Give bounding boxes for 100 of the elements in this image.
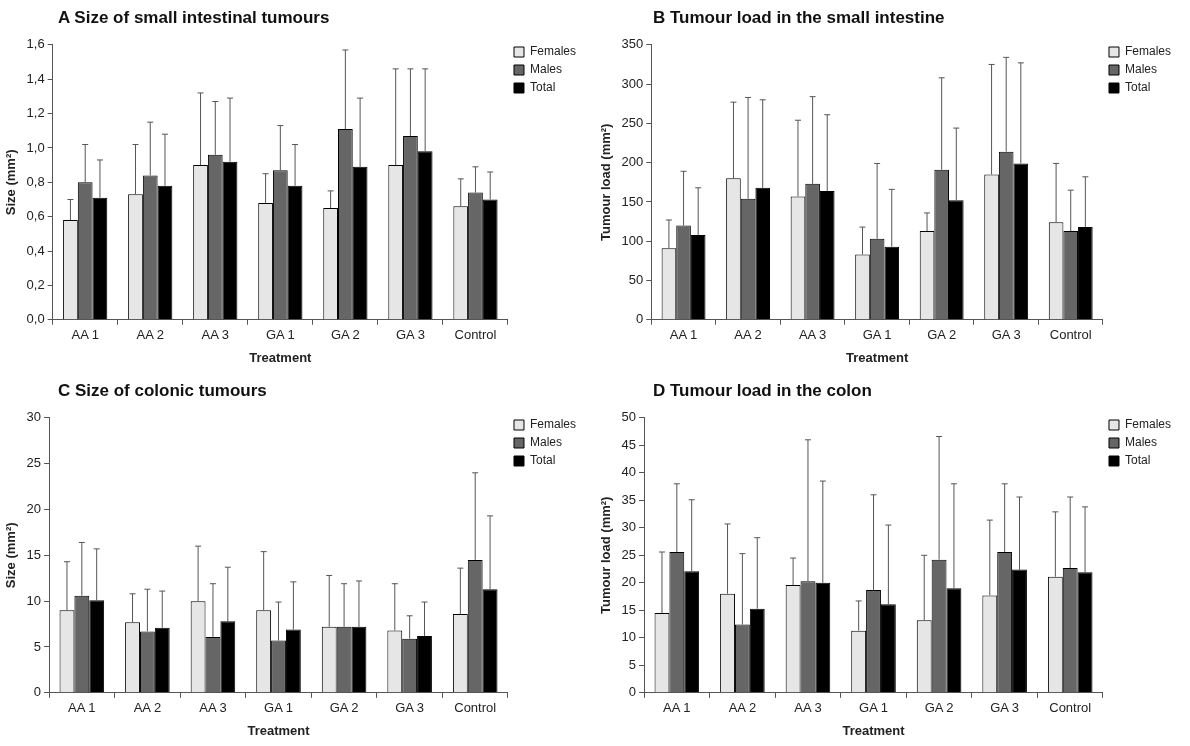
y-tick-label: 0 <box>628 684 637 700</box>
bar <box>154 627 170 693</box>
x-tick-label: GA 1 <box>264 700 293 716</box>
y-tick-label: 30 <box>621 519 637 535</box>
x-tick-label: Control <box>1049 700 1092 716</box>
y-tick-label: 1,4 <box>26 70 45 86</box>
y-tick-label: 15 <box>621 601 637 617</box>
legend-label: Females <box>529 44 576 59</box>
y-tick-label: 0,2 <box>26 277 45 292</box>
bar <box>690 234 706 320</box>
x-tick-label: GA 1 <box>265 327 295 343</box>
y-tick-label: 40 <box>621 464 637 480</box>
bar <box>819 190 835 320</box>
legend-label: Total <box>529 453 556 468</box>
x-tick-label: AA 2 <box>734 327 762 343</box>
x-axis-title: Treatment <box>249 349 313 365</box>
y-tick-label: 20 <box>26 501 42 517</box>
x-tick-label: AA 1 <box>68 700 96 716</box>
x-tick-label: AA 2 <box>728 700 757 716</box>
y-tick-label: 200 <box>621 154 644 170</box>
y-tick-label: 0,8 <box>26 173 45 189</box>
x-axis-title: Treatment <box>247 722 311 738</box>
chart-title: B Tumour load in the small intestine <box>653 8 945 28</box>
y-tick-label: 5 <box>628 656 637 672</box>
bar <box>352 166 368 320</box>
legend-label: Total <box>1124 80 1151 95</box>
y-tick-label: 100 <box>621 232 644 248</box>
bar <box>222 161 238 320</box>
legend-label: Females <box>529 417 576 432</box>
y-tick-label: 250 <box>621 114 644 130</box>
bar <box>92 197 108 320</box>
y-tick-label: 10 <box>26 592 42 608</box>
legend-label: Total <box>529 80 556 95</box>
legend-label: Males <box>1124 435 1157 450</box>
x-tick-label: Control <box>454 327 497 343</box>
y-axis-title: Tumour load (mm²) <box>598 123 614 242</box>
x-tick-label: GA 1 <box>859 700 888 716</box>
y-tick-label: 350 <box>621 36 644 52</box>
bar <box>287 185 303 320</box>
y-tick-label: 1,2 <box>26 105 45 121</box>
y-tick-label: 0,6 <box>26 208 45 224</box>
x-tick-label: AA 1 <box>663 700 691 716</box>
x-tick-label: Control <box>1049 327 1092 343</box>
bar <box>157 185 173 320</box>
x-tick-label: GA 2 <box>924 700 954 716</box>
y-tick-label: 0,0 <box>26 311 45 327</box>
legend-label: Males <box>529 435 562 450</box>
y-tick-label: 150 <box>621 193 644 209</box>
bar <box>1077 572 1093 693</box>
x-tick-label: AA 2 <box>136 327 164 343</box>
y-tick-label: 35 <box>621 491 637 507</box>
y-tick-label: 0 <box>33 684 42 700</box>
x-tick-label: AA 3 <box>794 700 822 716</box>
y-tick-label: 1,6 <box>26 36 45 52</box>
bar <box>948 200 964 320</box>
x-tick-label: GA 3 <box>395 327 425 343</box>
x-tick-label: GA 3 <box>990 700 1020 716</box>
x-axis-title: Treatment <box>842 722 906 738</box>
y-tick-label: 20 <box>621 574 637 590</box>
chart-title: D Tumour load in the colon <box>653 381 872 401</box>
x-axis-title: Treatment <box>846 349 909 365</box>
bar <box>417 151 433 320</box>
y-tick-label: 1,0 <box>26 139 45 155</box>
x-tick-label: GA 2 <box>329 700 359 716</box>
x-tick-label: AA 3 <box>199 700 227 716</box>
bar <box>1013 163 1029 320</box>
legend-label: Females <box>1124 417 1171 432</box>
y-tick-label: 5 <box>33 638 42 654</box>
y-tick-label: 25 <box>26 455 42 471</box>
bar <box>482 589 498 693</box>
y-tick-label: 15 <box>26 546 42 562</box>
legend-label: Females <box>1124 44 1171 59</box>
y-tick-label: 25 <box>621 546 637 562</box>
x-tick-label: GA 2 <box>927 327 957 343</box>
y-tick-label: 50 <box>628 272 644 288</box>
y-tick-label: 300 <box>621 75 644 91</box>
legend-label: Males <box>1124 62 1157 77</box>
legend-label: Total <box>1124 453 1151 468</box>
y-axis-title: Size (mm²) <box>3 522 19 589</box>
x-tick-label: AA 3 <box>201 327 230 343</box>
bar <box>946 588 962 693</box>
bar <box>482 199 498 320</box>
y-tick-label: 0,4 <box>26 242 45 258</box>
x-tick-label: AA 1 <box>71 327 99 343</box>
y-tick-label: 10 <box>621 629 637 645</box>
bar <box>880 604 896 693</box>
x-tick-label: Control <box>454 700 497 716</box>
x-tick-label: AA 2 <box>133 700 162 716</box>
x-tick-label: AA 1 <box>669 327 698 343</box>
chart-title: A Size of small intestinal tumours <box>58 8 330 28</box>
x-tick-label: GA 3 <box>991 327 1021 343</box>
y-tick-label: 45 <box>621 436 637 452</box>
x-tick-label: GA 1 <box>862 327 892 343</box>
legend-label: Males <box>529 62 562 77</box>
y-tick-label: 50 <box>621 409 637 425</box>
y-tick-label: 0 <box>636 311 644 327</box>
y-axis-title: Size (mm²) <box>3 149 19 216</box>
x-tick-label: AA 3 <box>798 327 827 343</box>
y-axis-title: Tumour load (mm²) <box>598 496 614 615</box>
y-tick-label: 30 <box>26 409 42 425</box>
